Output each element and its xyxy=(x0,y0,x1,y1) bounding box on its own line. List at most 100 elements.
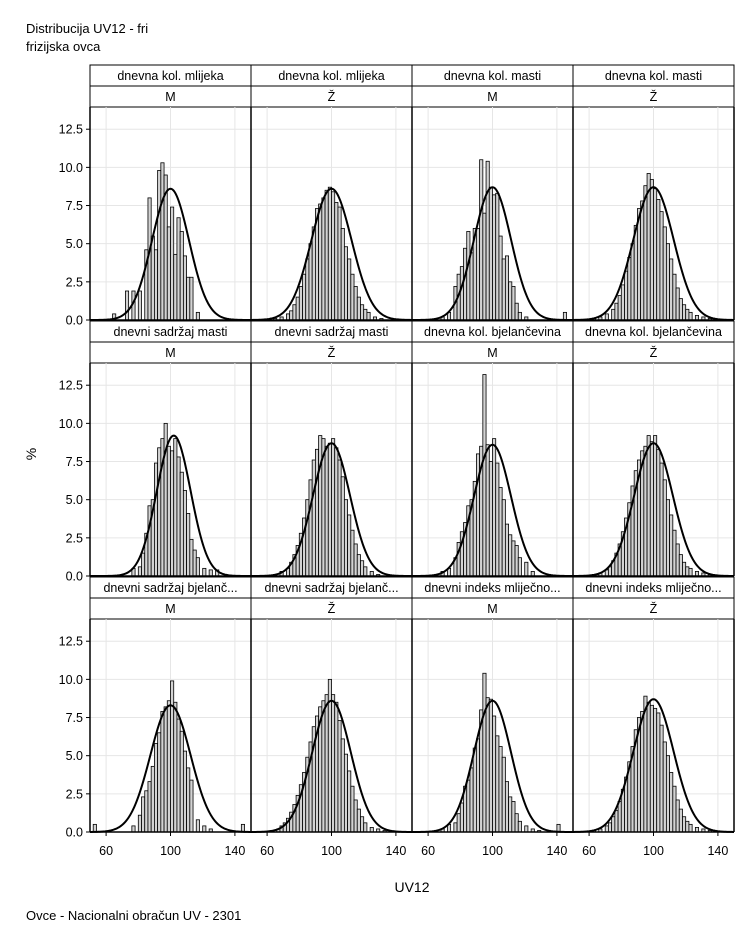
histogram-bar xyxy=(669,772,674,833)
histogram-bar xyxy=(514,813,519,833)
histogram-bar xyxy=(166,700,171,833)
y-tick-label: 0.0 xyxy=(66,314,83,328)
footer-note: Ovce - Nacionalni obračun UV - 2301 xyxy=(26,908,242,923)
histogram-bar xyxy=(492,438,497,577)
histogram-bar xyxy=(324,189,329,321)
histogram-bar xyxy=(170,680,175,833)
histogram-bar xyxy=(485,697,490,833)
histogram-bar xyxy=(511,286,516,321)
normal-curve xyxy=(250,699,413,833)
histogram-bar xyxy=(640,711,645,833)
histogram-bar xyxy=(649,441,654,577)
histogram-bar xyxy=(195,819,200,833)
histogram-bar xyxy=(665,755,671,833)
histogram-bar xyxy=(311,459,316,577)
histogram-bar xyxy=(492,194,497,321)
y-tick-label: 5.0 xyxy=(66,237,83,251)
histogram-bar xyxy=(141,796,146,833)
histogram-bar xyxy=(675,799,680,833)
histogram-bar xyxy=(150,765,155,833)
histogram-bar xyxy=(150,235,155,321)
histogram-bar xyxy=(688,823,693,833)
y-tick-label: 7.5 xyxy=(66,199,83,213)
panel-trait-label: dnevni sadržaj bjelanč... xyxy=(264,581,398,595)
histogram-bar xyxy=(363,308,368,321)
histogram-bar xyxy=(517,557,522,577)
histogram-bar xyxy=(685,308,690,321)
histogram-bar xyxy=(665,243,671,321)
chart-title: Distribucija UV12 - fri xyxy=(26,21,149,36)
histogram-bar xyxy=(640,200,645,321)
histogram-bar xyxy=(688,567,693,577)
histogram-bar xyxy=(517,820,522,833)
histogram-bar xyxy=(498,235,503,321)
histogram-bar xyxy=(482,212,487,321)
normal-curve xyxy=(251,442,412,577)
panel-trait-label: dnevna kol. masti xyxy=(444,69,541,83)
histogram-bar xyxy=(153,743,159,833)
histogram-bar xyxy=(682,304,687,321)
histogram-bar xyxy=(643,695,648,833)
histogram-bar xyxy=(350,273,355,321)
histogram-bar xyxy=(144,790,149,833)
histogram-bar xyxy=(511,801,516,833)
histogram-bar xyxy=(189,276,194,321)
x-tick-label: 140 xyxy=(224,844,245,858)
histogram-bar xyxy=(617,801,622,833)
histogram-bar xyxy=(295,296,300,321)
histogram-bar xyxy=(653,707,658,833)
histogram-bar xyxy=(202,567,207,577)
histogram-bar xyxy=(173,438,178,577)
y-tick-label: 10.0 xyxy=(59,673,83,687)
histogram-bar xyxy=(653,188,658,321)
histogram-bar xyxy=(195,311,200,321)
histogram-bar xyxy=(182,490,188,577)
histogram-bar xyxy=(675,287,680,321)
histogram-bar xyxy=(195,557,200,577)
histogram-bar xyxy=(656,712,661,833)
histogram-bar xyxy=(630,243,635,321)
histogram-bar xyxy=(343,246,349,321)
histogram-bar xyxy=(363,822,368,833)
y-tick-label: 12.5 xyxy=(59,379,83,393)
normal-curve xyxy=(412,699,573,833)
histogram-bar xyxy=(334,447,339,577)
histogram-bar xyxy=(492,715,497,833)
y-tick-label: 7.5 xyxy=(66,455,83,469)
panel-trait-label: dnevni sadržaj masti xyxy=(275,325,389,339)
x-axis-label: UV12 xyxy=(394,879,429,895)
x-tick-label: 60 xyxy=(421,844,435,858)
histogram-bar xyxy=(321,197,326,321)
histogram-bar xyxy=(308,243,313,321)
histogram-bar xyxy=(160,162,165,321)
histogram-bar xyxy=(508,796,513,833)
histogram-bar xyxy=(160,711,165,833)
normal-curve xyxy=(412,186,573,321)
histogram-bar xyxy=(495,192,500,321)
histogram-bar xyxy=(340,738,345,833)
histogram-bar xyxy=(324,694,329,833)
histogram-bar xyxy=(488,186,493,321)
histogram-bar xyxy=(675,543,680,577)
x-tick-label: 140 xyxy=(707,844,728,858)
x-tick-label: 60 xyxy=(99,844,113,858)
histogram-bar xyxy=(498,487,503,577)
histogram-bar xyxy=(182,255,188,321)
histogram-bar xyxy=(92,823,97,833)
histogram-bar xyxy=(469,767,474,833)
histogram-bar xyxy=(659,211,664,321)
histogram-bar xyxy=(466,231,471,321)
histogram-bar xyxy=(453,822,458,833)
histogram-bar xyxy=(662,479,667,577)
histogram-bar xyxy=(562,311,567,321)
panel-sex-label: Ž xyxy=(650,345,658,360)
histogram-bar xyxy=(498,746,503,833)
panel-trait-label: dnevna kol. mlijeka xyxy=(278,69,384,83)
histogram-bar xyxy=(653,435,658,577)
histogram-bar xyxy=(495,735,500,833)
histogram-bar xyxy=(514,302,519,321)
panel-sex-label: Ž xyxy=(650,89,658,104)
histogram-bar xyxy=(672,529,677,577)
y-tick-label: 12.5 xyxy=(59,635,83,649)
panel-sex-label: Ž xyxy=(328,601,336,616)
